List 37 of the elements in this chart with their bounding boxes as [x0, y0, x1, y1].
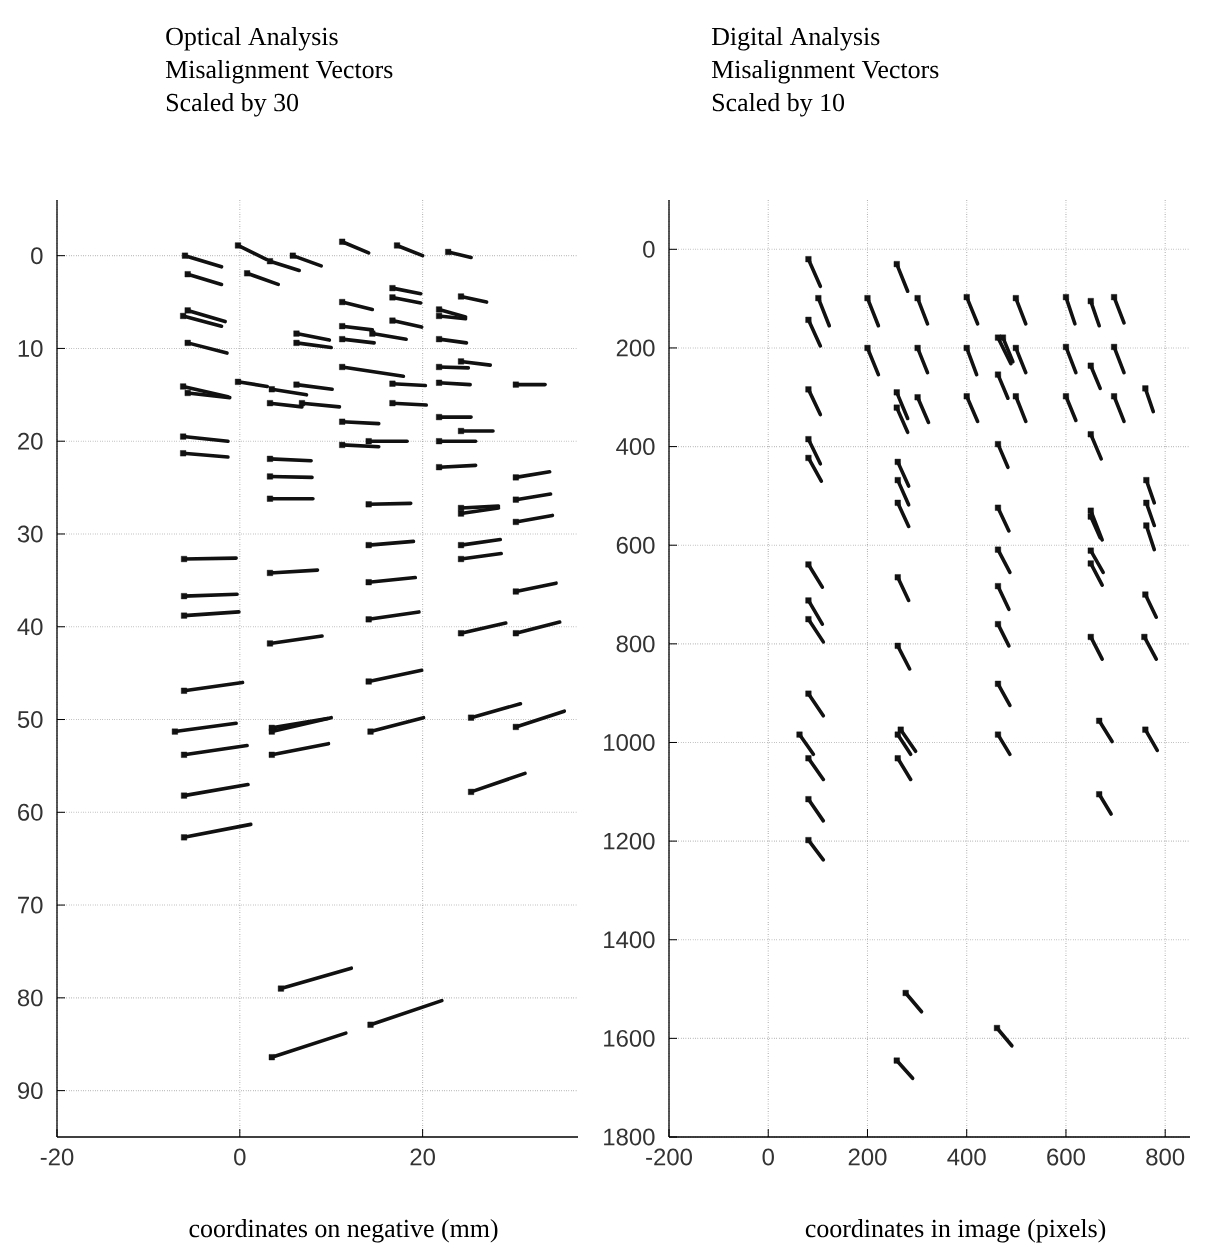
x-tick-label: 400 — [947, 1148, 986, 1166]
x-tick-label: 0 — [762, 1148, 774, 1166]
y-tick-label: 200 — [616, 339, 655, 357]
text: Scaled by 30 — [166, 93, 299, 117]
chart-subtitle: Misalignment Vectors — [711, 60, 939, 84]
y-tick-label: 40 — [17, 618, 43, 636]
y-tick-label: 1200 — [604, 832, 655, 850]
x-tick-label: 200 — [848, 1148, 887, 1166]
y-tick-label: 10 — [18, 339, 43, 357]
y-tick-label: 1600 — [604, 1029, 655, 1047]
y-tick-label: 1000 — [604, 734, 655, 751]
text: Scaled by 10 — [712, 93, 845, 117]
y-tick-label: 0 — [31, 247, 43, 265]
y-tick-label: 30 — [17, 525, 43, 543]
y-tick-label: 1400 — [604, 931, 655, 949]
y-tick-label: 20 — [18, 432, 43, 450]
y-tick-label: 70 — [18, 896, 43, 914]
x-axis-title: coordinates in image (pixels) — [805, 1219, 1106, 1243]
y-tick-label: 60 — [18, 803, 43, 821]
y-tick-label: 400 — [616, 438, 655, 456]
x-tick-label: 0 — [234, 1148, 246, 1166]
x-tick-label: 600 — [1047, 1148, 1085, 1166]
y-tick-label: 1800 — [604, 1128, 655, 1146]
y-tick-label: 0 — [643, 240, 655, 258]
chart-title: Digital Analysis — [711, 27, 880, 51]
x-tick-label: 800 — [1146, 1148, 1185, 1166]
y-tick-label: 600 — [616, 536, 655, 554]
x-tick-label: -200 — [646, 1148, 692, 1166]
y-tick-label: 50 — [17, 711, 43, 728]
chart-subtitle: Misalignment Vectors — [165, 60, 393, 84]
x-tick-label: -20 — [40, 1148, 74, 1166]
chart-title: Optical Analysis — [166, 27, 338, 51]
y-tick-label: 80 — [17, 989, 43, 1007]
y-tick-label: 90 — [18, 1082, 43, 1100]
y-tick-label: 800 — [616, 635, 655, 653]
x-tick-label: 20 — [410, 1148, 435, 1166]
x-axis-title: coordinates on negative (mm) — [189, 1219, 498, 1243]
